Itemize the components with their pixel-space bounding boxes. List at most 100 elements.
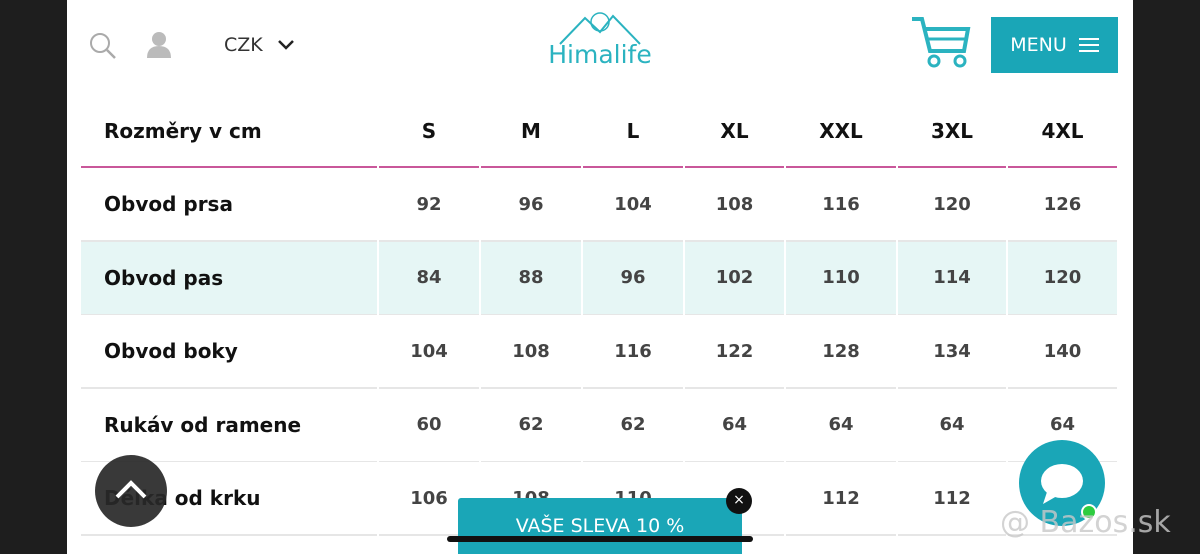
- row-divider: [1008, 240, 1117, 242]
- home-indicator: [447, 536, 753, 542]
- row-label: Obvod prsa: [104, 192, 233, 216]
- promo-tab[interactable]: VAŠE SLEVA 10 %: [458, 498, 742, 554]
- column-header: S: [421, 119, 437, 143]
- table-cell: 140: [1043, 340, 1082, 362]
- row-divider: [379, 534, 479, 536]
- watermark: @ Bazos.sk: [1000, 505, 1171, 540]
- column-header: L: [626, 119, 640, 143]
- row-divider: [685, 313, 784, 316]
- row-divider: [81, 387, 377, 389]
- row-divider: [685, 460, 784, 463]
- table-cell: 108: [512, 340, 550, 362]
- table-cell: 102: [685, 241, 784, 314]
- column-header: 3XL: [930, 119, 974, 143]
- header-divider: [685, 166, 784, 168]
- row-divider: [898, 313, 1006, 316]
- table-cell: 116: [822, 193, 860, 215]
- row-divider: [786, 460, 896, 463]
- row-divider: [379, 460, 479, 463]
- row-label: Obvod boky: [104, 339, 238, 364]
- row-divider: [786, 240, 896, 242]
- chat-button[interactable]: [1019, 440, 1105, 526]
- header-divider: [379, 166, 479, 168]
- close-button[interactable]: ×: [726, 488, 752, 514]
- row-divider: [481, 240, 581, 242]
- table-cell: 92: [416, 193, 442, 215]
- row-divider: [81, 240, 377, 242]
- row-divider: [786, 387, 896, 389]
- table-cell: 120: [1008, 241, 1117, 314]
- header-divider: [786, 166, 896, 168]
- row-divider: [583, 313, 683, 316]
- table-cell: 88: [481, 241, 581, 314]
- menu-button[interactable]: MENU: [991, 17, 1118, 73]
- table-cell: 64: [939, 414, 965, 436]
- table-cell: 62: [518, 414, 544, 436]
- row-divider: [898, 240, 1006, 242]
- row-divider: [481, 460, 581, 463]
- row-divider: [1008, 534, 1117, 536]
- cart-icon[interactable]: [910, 15, 972, 69]
- page: CZK Himalife MENU Rozměry v cm S M L XL XXL 3X…: [67, 0, 1133, 554]
- table-cell: 126: [1043, 193, 1082, 215]
- header-divider: [898, 166, 1006, 168]
- column-header: Rozměry v cm: [104, 119, 262, 143]
- hamburger: [1078, 38, 1099, 52]
- menu-label: MENU: [1010, 34, 1067, 56]
- table-cell: 60: [416, 414, 442, 436]
- row-divider: [583, 460, 683, 463]
- header-divider: [481, 166, 581, 168]
- logo-mark: [559, 12, 641, 45]
- chevron: [278, 40, 294, 50]
- row-divider: [685, 387, 784, 389]
- account-icon[interactable]: [146, 31, 172, 59]
- column-header: XL: [720, 119, 749, 143]
- table-cell: 104: [410, 340, 448, 362]
- row-divider: [379, 240, 479, 242]
- currency[interactable]: CZK: [224, 34, 263, 56]
- row-divider: [1008, 387, 1117, 389]
- row-divider: [786, 534, 896, 536]
- row-divider: [583, 240, 683, 242]
- row-divider: [481, 387, 581, 389]
- table-cell: 108: [715, 193, 754, 215]
- row-divider: [685, 240, 784, 242]
- table-cell: 64: [1049, 414, 1076, 436]
- header-divider: [81, 166, 377, 168]
- table-cell: 114: [898, 241, 1006, 314]
- table-cell: 96: [518, 193, 544, 215]
- row-label: Rukáv od ramene: [104, 412, 302, 437]
- table-cell: 64: [828, 414, 854, 436]
- column-header: 4XL: [1041, 119, 1084, 143]
- table-cell: 122: [715, 340, 754, 362]
- table-cell: 112: [933, 487, 971, 509]
- table-cell: 120: [933, 193, 971, 215]
- table-cell: 128: [822, 340, 860, 362]
- table-cell: 116: [614, 340, 652, 362]
- table-cell: 104: [614, 193, 652, 215]
- table-cell: 96: [583, 241, 683, 314]
- table-cell: 106: [410, 487, 448, 509]
- scroll-top-button[interactable]: [95, 455, 167, 527]
- row-divider: [81, 460, 377, 463]
- table-cell: 134: [933, 340, 971, 362]
- column-header: XXL: [819, 119, 863, 143]
- row-divider: [898, 460, 1006, 463]
- row-divider: [898, 534, 1006, 536]
- row-divider: [81, 313, 377, 316]
- table-cell: 84: [379, 241, 479, 314]
- row-divider: [786, 313, 896, 316]
- row-divider: [898, 387, 1006, 389]
- table-cell: 62: [620, 414, 646, 436]
- column-header: M: [521, 119, 541, 143]
- row-divider: [81, 534, 377, 536]
- table-cell: 112: [822, 487, 860, 509]
- row-divider: [481, 313, 581, 316]
- header-divider: [583, 166, 683, 168]
- logo[interactable]: Himalife: [548, 40, 652, 69]
- row-divider: [379, 387, 479, 389]
- row-divider: [379, 313, 479, 316]
- search-icon[interactable]: [89, 32, 117, 60]
- table-cell: 110: [786, 241, 896, 314]
